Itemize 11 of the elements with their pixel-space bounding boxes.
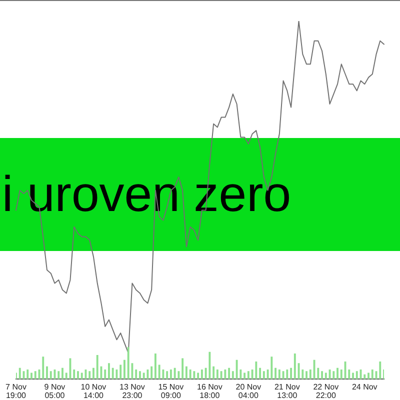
x-tick-label: 22 Nov 22:00: [313, 382, 339, 400]
x-tick-label: 24 Nov: [352, 382, 378, 392]
annotation: i uroven zero: [2, 166, 292, 222]
x-tick-label: 15 Nov 09:00: [158, 382, 184, 400]
x-tick-label: 21 Nov 13:00: [274, 382, 300, 400]
x-tick-label: 9 Nov 05:00: [44, 382, 66, 400]
x-tick-label: 13 Nov 23:00: [120, 382, 145, 400]
x-tick-label: 16 Nov 18:00: [197, 382, 222, 400]
x-tick-label: 7 Nov 19:00: [6, 382, 27, 400]
x-tick-label: 10 Nov 14:00: [80, 382, 106, 400]
x-tick-label: 20 Nov 04:00: [236, 382, 262, 400]
